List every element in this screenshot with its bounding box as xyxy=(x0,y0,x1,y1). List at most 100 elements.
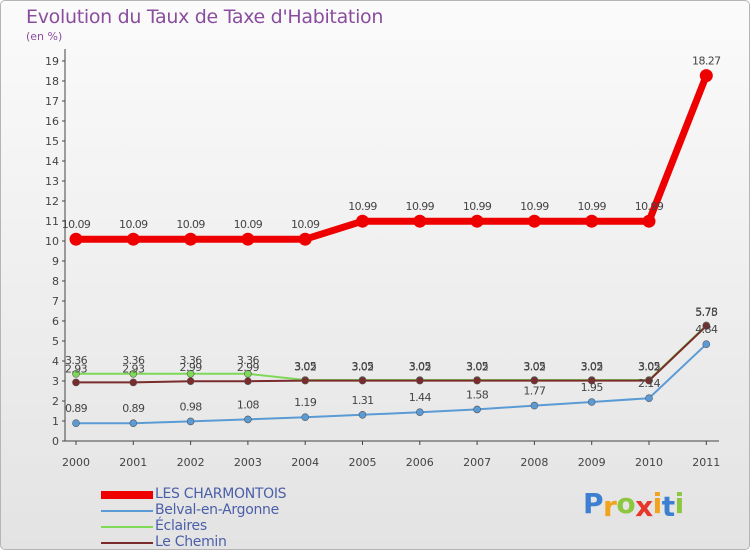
data-label: 3.05 xyxy=(294,360,317,373)
x-tick-label: 2000 xyxy=(62,456,90,469)
x-tick-label: 2006 xyxy=(406,456,434,469)
data-point xyxy=(72,419,80,428)
data-label: 3.05 xyxy=(409,360,432,373)
y-tick-label: 18 xyxy=(45,75,59,88)
x-tick-label: 2009 xyxy=(578,456,606,469)
data-point xyxy=(126,232,140,246)
data-label: 3.02 xyxy=(466,361,488,374)
y-tick-label: 0 xyxy=(52,435,59,448)
data-point xyxy=(587,376,596,385)
x-tick-label: 2005 xyxy=(349,456,377,469)
y-tick-label: 16 xyxy=(45,115,59,128)
data-label: 3.36 xyxy=(122,354,145,367)
data-label: 1.19 xyxy=(294,396,317,409)
data-point xyxy=(415,376,424,385)
chart-title: Evolution du Taux de Taxe d'Habitation xyxy=(26,6,384,28)
data-point xyxy=(642,214,656,228)
data-point xyxy=(72,369,80,378)
data-point xyxy=(129,378,138,387)
data-label: 10.09 xyxy=(119,218,148,231)
data-point xyxy=(473,376,481,385)
data-point xyxy=(413,214,427,228)
data-point xyxy=(72,378,80,387)
x-tick-label: 2008 xyxy=(520,456,548,469)
y-tick-label: 7 xyxy=(52,295,59,308)
x-tick-label: 2001 xyxy=(119,456,147,469)
data-label: 2.14 xyxy=(638,377,661,390)
series-line-0 xyxy=(72,72,710,243)
y-tick-label: 11 xyxy=(45,215,59,228)
data-label: 10.99 xyxy=(348,200,377,213)
data-label: 5.75 xyxy=(695,306,718,319)
legend-swatch-green xyxy=(101,526,153,528)
data-label: 4.84 xyxy=(695,323,718,336)
data-point xyxy=(358,376,367,385)
y-tick-label: 14 xyxy=(45,155,59,168)
data-label: 10.99 xyxy=(577,200,606,213)
data-label: 3.02 xyxy=(638,361,660,374)
data-label: 3.05 xyxy=(638,360,661,373)
legend-swatch-blue xyxy=(101,510,153,512)
x-tick-label: 2003 xyxy=(234,456,262,469)
data-label: 3.05 xyxy=(466,360,489,373)
data-point xyxy=(244,415,252,424)
data-point xyxy=(298,232,312,246)
data-point xyxy=(186,369,195,378)
data-point xyxy=(645,376,653,385)
x-tick-label: 2011 xyxy=(692,456,720,469)
data-point xyxy=(470,214,484,228)
data-label: 3.36 xyxy=(65,354,88,367)
data-point xyxy=(69,232,83,246)
data-point xyxy=(527,214,541,228)
series-line-3 xyxy=(75,325,708,384)
proxiti-logo: Proxiti xyxy=(583,487,685,523)
y-tick-label: 6 xyxy=(52,315,59,328)
y-tick-label: 5 xyxy=(52,335,59,348)
data-label: 3.02 xyxy=(351,361,373,374)
data-label: 3.05 xyxy=(351,360,374,373)
data-point xyxy=(186,417,195,426)
x-tick-label: 2002 xyxy=(177,456,205,469)
x-tick-label: 2007 xyxy=(463,456,491,469)
data-label: 10.99 xyxy=(520,200,549,213)
data-point xyxy=(587,398,596,406)
data-label: 2.99 xyxy=(180,361,203,374)
data-point xyxy=(241,232,255,246)
data-label: 5.78 xyxy=(695,305,718,318)
data-label: 10.99 xyxy=(635,200,664,213)
data-point xyxy=(184,232,198,246)
data-label: 1.44 xyxy=(409,391,432,404)
y-tick-label: 9 xyxy=(52,255,59,268)
series-line-2 xyxy=(75,324,708,381)
data-point xyxy=(530,376,539,385)
data-label: 3.02 xyxy=(523,361,545,374)
y-tick-label: 10 xyxy=(45,235,59,248)
data-label: 10.09 xyxy=(62,218,91,231)
data-label: 0.98 xyxy=(180,400,203,413)
y-axis-unit: (en %) xyxy=(26,30,63,43)
data-label: 0.89 xyxy=(122,402,145,415)
data-label: 10.99 xyxy=(406,200,435,213)
y-tick-label: 2 xyxy=(52,395,59,408)
data-label: 18.27 xyxy=(692,55,721,68)
logo-letter: i xyxy=(674,487,685,520)
data-point xyxy=(301,413,310,422)
data-point xyxy=(530,401,539,410)
logo-letter: x xyxy=(635,490,653,523)
data-label: 3.02 xyxy=(581,361,603,374)
y-tick-label: 17 xyxy=(45,95,59,108)
data-point xyxy=(356,214,369,228)
logo-letter: i xyxy=(652,487,663,520)
data-label: 3.05 xyxy=(523,360,546,373)
legend-swatch-red xyxy=(101,491,153,499)
legend-label: Belval-en-Argonne xyxy=(155,502,279,518)
data-label: 1.58 xyxy=(466,388,489,401)
data-point xyxy=(244,369,252,378)
logo-letter: t xyxy=(661,490,675,523)
data-label: 3.36 xyxy=(180,354,203,367)
y-tick-label: 13 xyxy=(45,175,59,188)
legend-label: Le Chemin xyxy=(155,534,227,550)
data-point xyxy=(473,405,481,414)
data-point xyxy=(129,419,138,428)
